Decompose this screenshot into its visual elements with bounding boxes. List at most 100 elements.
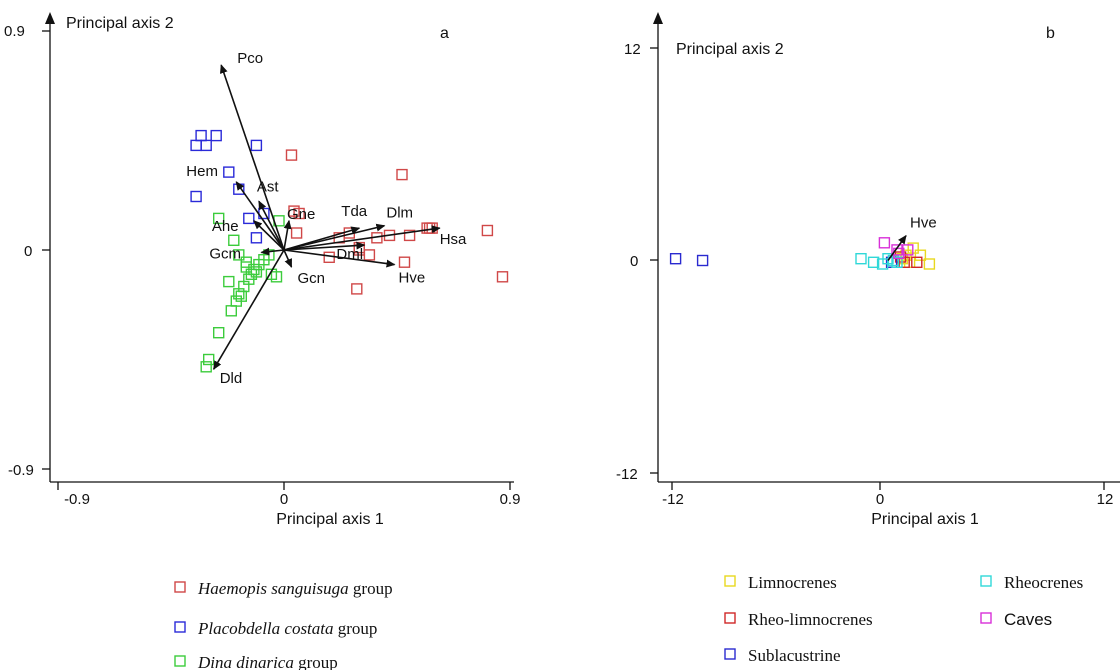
scatter-point [891, 256, 903, 268]
panel-a-x-axis-label: Principal axis 1 [276, 511, 384, 528]
panel-a-axes: -0.9 0 0.9 0.9 0 -0.9 Principal axis 1 P… [4, 12, 520, 528]
vector-label: Dlm [386, 205, 413, 222]
vector-arrow [253, 220, 285, 251]
panel-a-y-axis-label: Principal axis 2 [66, 15, 174, 32]
panel-b: Hve -12 0 12 12 0 -12 Principal axis 1 P… [616, 12, 1120, 528]
vector-label: Ast [257, 178, 280, 195]
scatter-point [923, 258, 936, 270]
scatter-point [200, 361, 212, 373]
scatter-point [290, 227, 303, 239]
panel-b-x-axis-label: Principal axis 1 [871, 511, 979, 528]
legend-b-label: Rheocrenes [1004, 573, 1083, 592]
panel-b-y-axis-label: Principal axis 2 [676, 41, 784, 58]
legend-b-swatch [980, 612, 992, 624]
vector-arrow [283, 223, 386, 251]
scatter-point [696, 254, 709, 267]
panel-b-y-tick-label: -12 [616, 466, 638, 483]
scatter-point [496, 271, 509, 283]
scatter-point [200, 139, 212, 152]
scatter-point [210, 129, 222, 142]
scatter-point [243, 212, 255, 225]
scatter-point [250, 139, 263, 152]
legend-a-swatch [174, 655, 186, 667]
panel-b-x-tick-label: 12 [1097, 491, 1114, 508]
legend-b-swatch [980, 575, 992, 587]
scatter-point [190, 190, 202, 203]
vector-label: Gcm [209, 245, 241, 262]
vector-arrow [887, 234, 907, 261]
scatter-point [363, 249, 376, 261]
legend-b-swatch [724, 648, 736, 660]
vector-arrow [283, 225, 441, 251]
legend-b-swatch [724, 575, 736, 587]
vector-arrow [235, 181, 285, 251]
scatter-point [398, 256, 411, 268]
scatter-point [403, 229, 416, 242]
scatter-point [878, 237, 891, 249]
vector-label: Gcn [298, 270, 326, 287]
scatter-point [223, 275, 235, 288]
scatter-point [323, 251, 335, 264]
panel-b-x-tick-label: -12 [662, 491, 684, 508]
panel-a-x-tick-label: 0 [280, 491, 288, 508]
scatter-point [891, 244, 903, 256]
vector-label: Dld [220, 370, 243, 387]
scatter-point [190, 139, 202, 152]
scatter-point [423, 222, 436, 234]
panel-a-y-tick-label: 0.9 [4, 23, 25, 40]
scatter-point [195, 129, 207, 142]
panel-b-y-axis-arrow [653, 12, 663, 24]
scatter-point [669, 252, 682, 265]
vector-arrow [283, 219, 292, 251]
scatter-point [396, 168, 408, 181]
legend-a-label: Haemopis sanguisuga group [197, 579, 393, 598]
legend-a-item: Placobdella costata group [174, 619, 377, 638]
vector-arrow [283, 249, 293, 268]
scatter-point [285, 149, 298, 161]
legend-a-swatch [174, 621, 186, 633]
legend-a-swatch [174, 581, 186, 593]
vector-arrow [283, 241, 366, 251]
panel-b-x-tick-label: 0 [876, 491, 884, 508]
vector-arrow [260, 247, 285, 256]
vector-arrow [219, 64, 285, 251]
scatter-point [223, 166, 235, 178]
scatter-point [250, 232, 263, 244]
legend-a-item: Dina dinarica group [174, 653, 338, 670]
panel-a-y-axis-arrow [45, 12, 55, 24]
legend-b-item: Rheocrenes [980, 573, 1083, 592]
panel-a-x-tick-label: 0.9 [500, 491, 521, 508]
panel-b-axes: -12 0 12 12 0 -12 Principal axis 1 Princ… [616, 12, 1120, 528]
legend-b-label: Sublacustrine [748, 646, 841, 665]
scatter-point [902, 244, 914, 256]
legend-b: Limnocrenes Rheocrenes Rheo-limnocrenes … [724, 573, 1083, 665]
scatter-point [212, 212, 225, 225]
legend-b-item: Sublacustrine [724, 646, 841, 665]
scatter-point [212, 327, 225, 339]
vector-label: Hve [910, 215, 937, 232]
panel-b-points [669, 237, 936, 270]
vector-arrow [213, 249, 285, 371]
legend-a-label: Dina dinarica group [197, 653, 338, 670]
vector-label: Gne [287, 206, 315, 223]
scatter-point [228, 234, 240, 247]
panel-a-y-tick-label: 0 [24, 243, 32, 260]
legend-b-label: Rheo-limnocrenes [748, 610, 873, 629]
scatter-point [867, 256, 880, 268]
scatter-point [270, 271, 283, 283]
panel-b-y-tick-label: 12 [624, 41, 641, 58]
legend-b-item: Caves [980, 610, 1052, 629]
legend-b-item: Limnocrenes [724, 573, 837, 592]
vector-label: Tda [341, 203, 368, 220]
legend-b-label: Limnocrenes [748, 573, 837, 592]
scatter-point [911, 256, 923, 268]
legend-b-item: Rheo-limnocrenes [724, 610, 873, 629]
scatter-point [882, 252, 894, 265]
vector-label: Hve [399, 270, 426, 287]
scatter-point [233, 249, 245, 261]
scatter-point [202, 353, 215, 366]
legend-a-label: Placobdella costata group [197, 619, 377, 638]
